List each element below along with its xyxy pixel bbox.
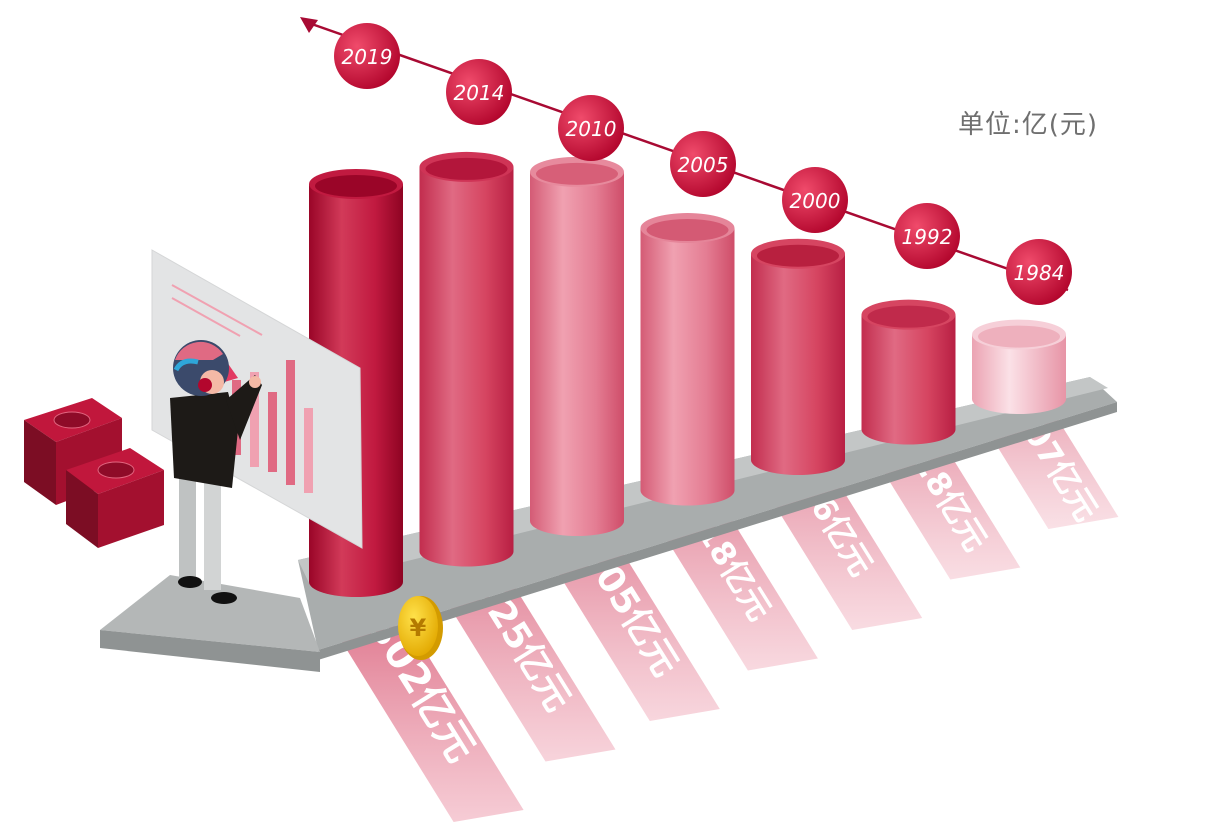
bar-2014 [419, 151, 514, 567]
year-label: 2010 [566, 117, 617, 141]
year-label: 1984 [1014, 261, 1065, 285]
year-badge-circle [558, 95, 624, 161]
bar-2000 [751, 238, 845, 475]
bar-2010 [530, 156, 624, 537]
svg-text:¥: ¥ [410, 614, 427, 642]
bar-top-inner [757, 244, 839, 267]
year-label: 2014 [454, 81, 505, 105]
bar-body [419, 166, 514, 567]
bar-top-inner [646, 219, 729, 242]
bar-body [751, 253, 845, 475]
year-badge-circle [1006, 239, 1072, 305]
bars-group [309, 151, 1066, 597]
year-badge: 2014 [446, 59, 512, 125]
bar-body [972, 334, 1066, 414]
bar-1984 [972, 319, 1066, 414]
year-label: 2005 [678, 153, 729, 177]
bar-top-inner [425, 157, 508, 180]
year-badge-circle [446, 59, 512, 125]
year-label: 2019 [342, 45, 393, 69]
presenter-stand [100, 575, 320, 672]
bar-2005 [640, 213, 735, 506]
money-stack-icon [24, 398, 164, 548]
bar-top-inner [978, 325, 1060, 348]
person-icon [170, 340, 262, 604]
bar-top-inner [867, 305, 950, 328]
year-badge: 1992 [894, 203, 960, 269]
bar-body [530, 171, 624, 537]
year-badge-circle [894, 203, 960, 269]
arrow-head-icon [300, 17, 318, 33]
year-label: 1992 [902, 225, 953, 249]
year-label: 2000 [790, 189, 841, 213]
year-badge: 2019 [334, 23, 400, 89]
bar-body [861, 314, 956, 445]
unit-label: 单位:亿(元) [958, 110, 1099, 140]
year-badge: 2010 [558, 95, 624, 161]
year-badge-circle [670, 131, 736, 197]
year-badges: 2019 2014 2010 2005 2000 1992 1984 [334, 23, 1072, 305]
yuan-coin-icon: ¥ [398, 596, 443, 660]
bar-top-inner [315, 175, 397, 197]
year-badge: 2000 [782, 167, 848, 233]
bar-body [640, 228, 735, 506]
bar-top-inner [536, 162, 618, 185]
year-badge-circle [782, 167, 848, 233]
year-badge-circle [334, 23, 400, 89]
year-badge: 1984 [1006, 239, 1072, 305]
year-badge: 2005 [670, 131, 736, 197]
bar-1992 [861, 299, 956, 445]
